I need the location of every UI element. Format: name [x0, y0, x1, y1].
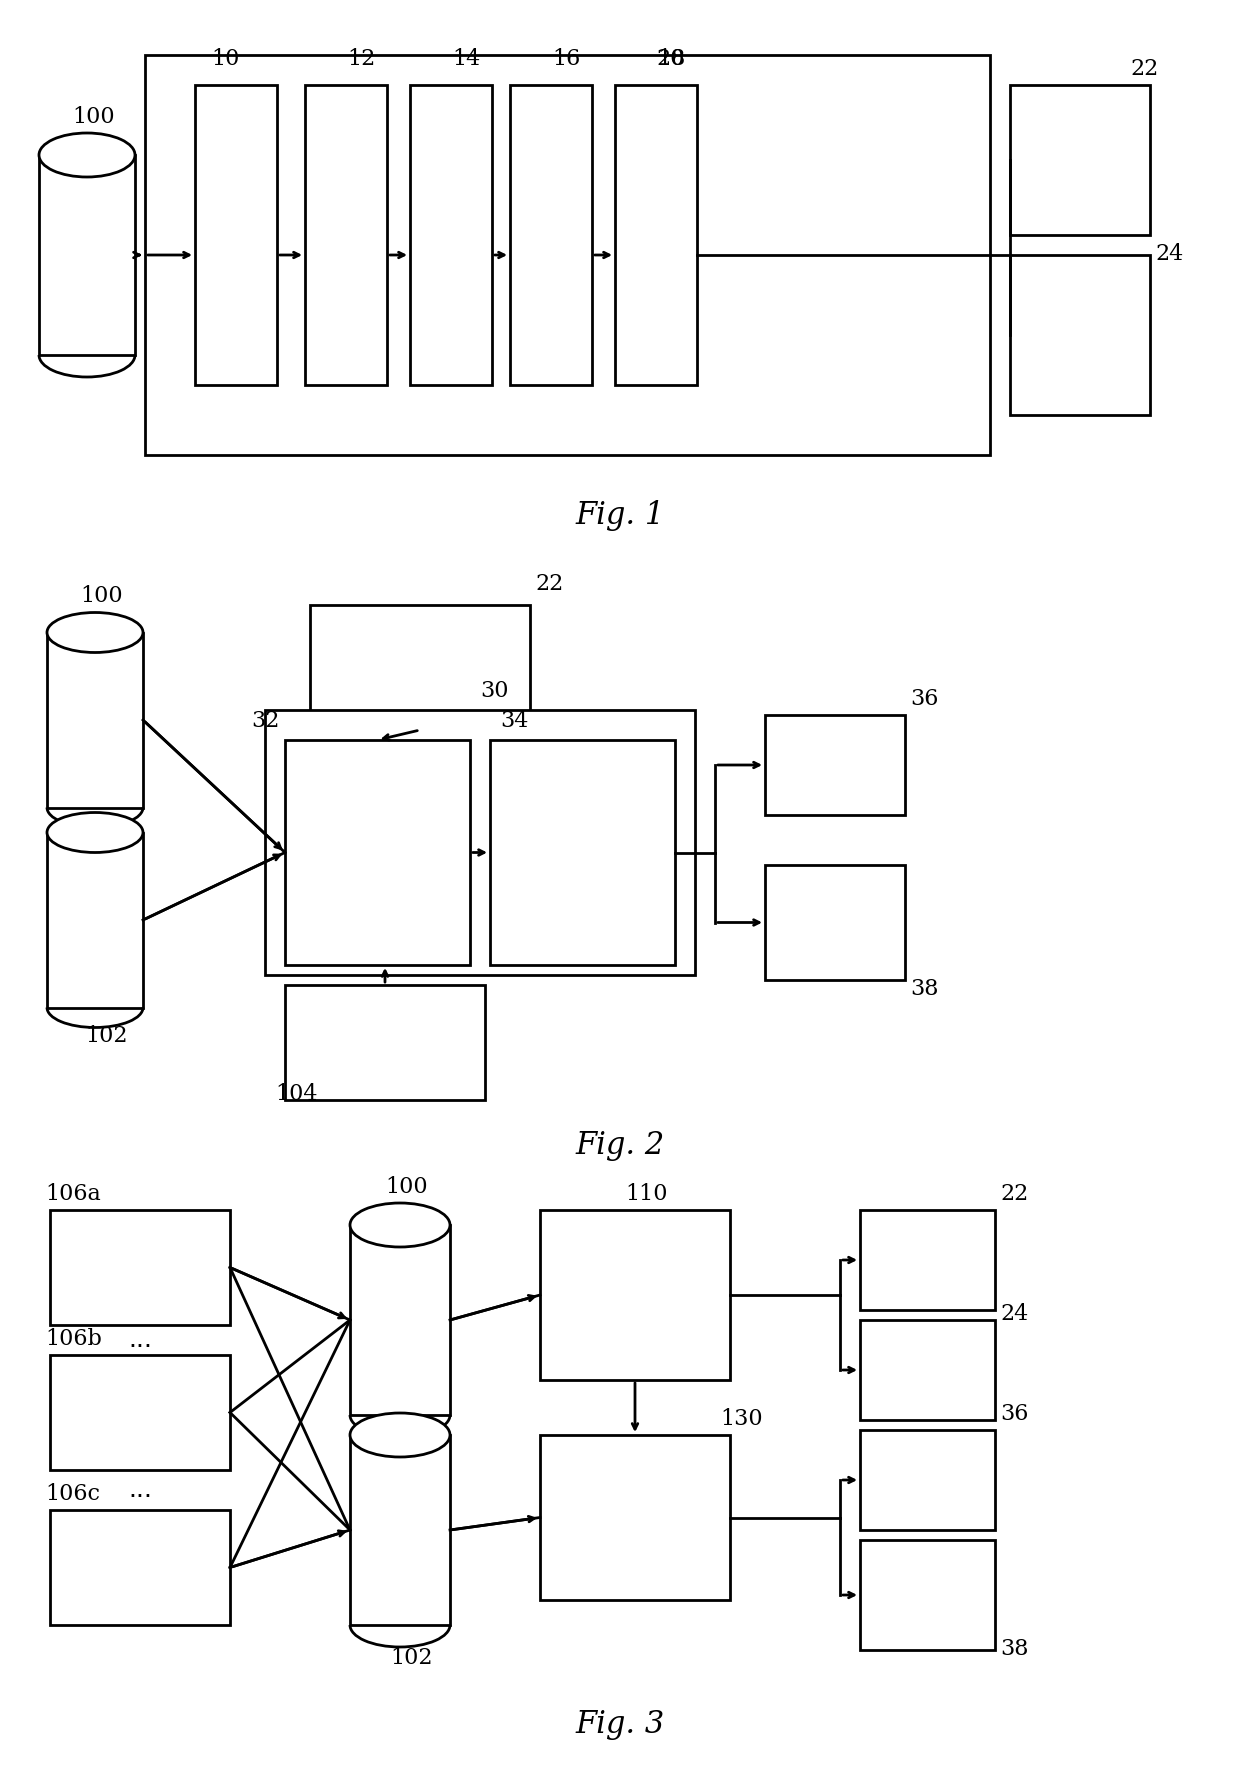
- Ellipse shape: [47, 613, 143, 652]
- FancyBboxPatch shape: [305, 86, 387, 386]
- Text: 14: 14: [451, 48, 480, 70]
- Text: ...: ...: [128, 1479, 153, 1502]
- FancyBboxPatch shape: [47, 632, 143, 807]
- FancyBboxPatch shape: [350, 1434, 450, 1625]
- Text: 32: 32: [252, 711, 280, 732]
- Text: 104: 104: [275, 1082, 317, 1106]
- FancyBboxPatch shape: [145, 55, 990, 455]
- FancyBboxPatch shape: [350, 1225, 450, 1415]
- FancyBboxPatch shape: [50, 1356, 229, 1470]
- Text: 38: 38: [910, 979, 939, 1000]
- FancyBboxPatch shape: [615, 86, 697, 386]
- Text: 22: 22: [999, 1182, 1028, 1206]
- Text: 30: 30: [480, 680, 508, 702]
- Text: 106c: 106c: [45, 1482, 100, 1506]
- FancyBboxPatch shape: [861, 1320, 994, 1420]
- Text: 34: 34: [500, 711, 528, 732]
- Text: 100: 100: [72, 105, 114, 129]
- FancyBboxPatch shape: [861, 1431, 994, 1531]
- FancyBboxPatch shape: [285, 739, 470, 964]
- Text: 24: 24: [999, 1304, 1028, 1325]
- Text: ...: ...: [128, 1329, 153, 1352]
- FancyBboxPatch shape: [50, 1509, 229, 1625]
- Text: 106a: 106a: [45, 1182, 100, 1206]
- FancyBboxPatch shape: [265, 711, 694, 975]
- FancyBboxPatch shape: [47, 832, 143, 1007]
- Text: 130: 130: [720, 1407, 763, 1431]
- FancyBboxPatch shape: [1011, 255, 1149, 414]
- Text: 20: 20: [657, 48, 686, 70]
- FancyBboxPatch shape: [1011, 86, 1149, 236]
- FancyBboxPatch shape: [510, 86, 591, 386]
- Text: 12: 12: [347, 48, 376, 70]
- FancyBboxPatch shape: [539, 1209, 730, 1381]
- FancyBboxPatch shape: [50, 1209, 229, 1325]
- FancyBboxPatch shape: [490, 739, 675, 964]
- Text: 18: 18: [657, 48, 686, 70]
- Text: 24: 24: [1154, 243, 1183, 264]
- Ellipse shape: [350, 1204, 450, 1247]
- Text: 102: 102: [86, 1025, 128, 1048]
- Ellipse shape: [47, 813, 143, 852]
- Text: 102: 102: [391, 1647, 433, 1668]
- Text: Fig. 2: Fig. 2: [575, 1131, 665, 1161]
- Text: 10: 10: [212, 48, 241, 70]
- FancyBboxPatch shape: [38, 155, 135, 355]
- FancyBboxPatch shape: [285, 986, 485, 1100]
- Text: Fig. 3: Fig. 3: [575, 1709, 665, 1740]
- Text: 36: 36: [999, 1404, 1028, 1425]
- Text: 100: 100: [384, 1175, 428, 1198]
- FancyBboxPatch shape: [765, 864, 905, 981]
- FancyBboxPatch shape: [861, 1209, 994, 1309]
- FancyBboxPatch shape: [539, 1434, 730, 1600]
- Text: 22: 22: [1130, 57, 1158, 80]
- Text: 100: 100: [81, 586, 123, 607]
- FancyBboxPatch shape: [195, 86, 277, 386]
- Text: 22: 22: [534, 573, 563, 595]
- FancyBboxPatch shape: [765, 714, 905, 814]
- Text: 36: 36: [910, 688, 939, 711]
- Text: Fig. 1: Fig. 1: [575, 500, 665, 530]
- FancyBboxPatch shape: [410, 86, 492, 386]
- FancyBboxPatch shape: [310, 605, 529, 730]
- FancyBboxPatch shape: [861, 1540, 994, 1650]
- Text: 16: 16: [552, 48, 580, 70]
- Text: 110: 110: [625, 1182, 667, 1206]
- Text: 106b: 106b: [45, 1329, 102, 1350]
- Text: 38: 38: [999, 1638, 1028, 1659]
- Ellipse shape: [38, 132, 135, 177]
- Ellipse shape: [350, 1413, 450, 1457]
